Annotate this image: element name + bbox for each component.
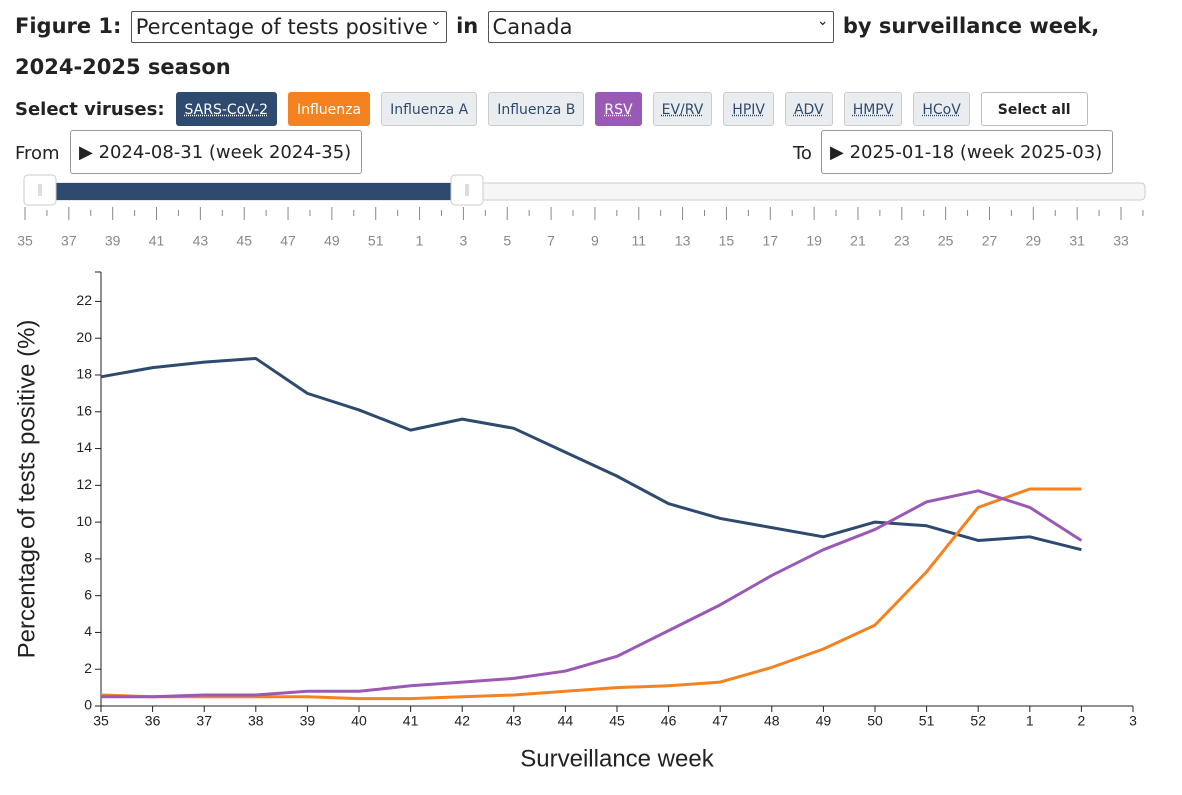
series-line [100, 487, 1082, 701]
slider-label: 7 [547, 233, 555, 249]
slider-label: 1 [416, 233, 424, 249]
y-tick-label: 4 [84, 623, 92, 639]
virus-button[interactable]: RSV [595, 92, 642, 126]
slider-handle[interactable] [23, 174, 57, 206]
y-tick-label: 0 [84, 697, 92, 713]
slider-label: 45 [236, 233, 252, 249]
slider-label: 51 [368, 233, 384, 249]
x-tick-label: 47 [712, 713, 728, 729]
slider-label: 35 [17, 233, 33, 249]
y-axis-label: Percentage of tests positive (%) [13, 320, 40, 659]
slider-label: 17 [762, 233, 778, 249]
x-tick-label: 40 [351, 713, 367, 729]
slider-label: 37 [61, 233, 77, 249]
series-line [101, 489, 1083, 699]
from-date[interactable]: ▶ 2024-08-31 (week 2024-35) [70, 130, 362, 174]
slider-label: 21 [850, 233, 866, 249]
slider-label: 27 [982, 233, 998, 249]
x-tick-label: 39 [300, 713, 316, 729]
to-label: To [793, 143, 812, 164]
virus-button[interactable]: ADV [784, 92, 833, 126]
figure-header: Figure 1: Percentage of tests positive i… [15, 6, 1125, 88]
y-tick-label: 18 [76, 366, 92, 382]
virus-button[interactable]: Influenza A [381, 92, 478, 126]
slider-label: 31 [1069, 233, 1085, 249]
y-tick-label: 12 [76, 476, 92, 492]
x-tick-label: 46 [661, 713, 677, 729]
x-tick-label: 50 [867, 713, 883, 729]
slider-label: 43 [193, 233, 209, 249]
y-tick-label: 6 [84, 586, 92, 602]
x-tick-label: 36 [145, 713, 161, 729]
title-rest: by surveillance week, 2024-2025 season [15, 14, 1100, 79]
x-axis-label: Surveillance week [520, 745, 714, 772]
select-label: Select viruses: [15, 98, 165, 120]
slider-label: 29 [1026, 233, 1042, 249]
y-tick-label: 22 [76, 292, 92, 308]
virus-button[interactable]: EV/RV [652, 92, 713, 126]
slider-handle[interactable] [450, 174, 484, 206]
slider-label: 19 [806, 233, 822, 249]
x-tick-label: 52 [970, 713, 986, 729]
y-tick-label: 20 [76, 329, 92, 345]
from-label: From [15, 143, 60, 164]
virus-button[interactable]: Influenza [287, 92, 371, 126]
slider-label: 9 [591, 233, 599, 249]
slider-range [40, 183, 467, 200]
virus-button[interactable]: Influenza B [488, 92, 585, 126]
x-tick-label: 45 [609, 713, 625, 729]
y-tick-label: 16 [76, 402, 92, 418]
select-all-button[interactable]: Select all [980, 92, 1088, 126]
x-tick-label: 35 [93, 713, 109, 729]
x-tick-label: 3 [1129, 713, 1137, 729]
virus-button[interactable]: HMPV [843, 92, 903, 126]
to-date[interactable]: ▶ 2025-01-18 (week 2025-03) [821, 130, 1113, 174]
slider-label: 41 [149, 233, 165, 249]
slider-label: 13 [675, 233, 691, 249]
x-tick-label: 44 [558, 713, 574, 729]
y-tick-label: 2 [84, 660, 92, 676]
y-tick-label: 10 [76, 513, 92, 529]
y-tick-label: 14 [76, 439, 92, 455]
y-tick-label: 8 [84, 550, 92, 566]
slider-label: 11 [631, 233, 646, 249]
virus-selector: Select viruses: SARS-CoV-2 Influenza Inf… [15, 92, 1088, 126]
slider-label: 47 [280, 233, 296, 249]
x-tick-label: 37 [196, 713, 212, 729]
from-value: 2024-08-31 (week 2024-35) [98, 142, 352, 163]
slider-label: 25 [938, 233, 954, 249]
virus-button[interactable]: HPIV [723, 92, 774, 126]
x-tick-label: 49 [816, 713, 832, 729]
x-tick-label: 38 [248, 713, 264, 729]
slider-label: 5 [503, 233, 511, 249]
figure-label: Figure 1: [15, 14, 122, 38]
slider-label: 33 [1113, 233, 1129, 249]
region-select[interactable]: Canada [487, 6, 834, 43]
slider-label: 49 [324, 233, 340, 249]
virus-button[interactable]: HCoV [913, 92, 970, 126]
x-tick-label: 48 [764, 713, 780, 729]
series-line [100, 356, 1082, 552]
x-tick-label: 42 [454, 713, 470, 729]
x-tick-label: 43 [506, 713, 522, 729]
to-value: 2025-01-18 (week 2025-03) [849, 142, 1103, 163]
slider-label: 3 [460, 233, 468, 249]
slider-label: 15 [719, 233, 735, 249]
x-tick-label: 2 [1078, 713, 1086, 729]
x-tick-label: 41 [403, 713, 419, 729]
slider-label: 23 [894, 233, 910, 249]
x-tick-label: 51 [919, 713, 935, 729]
virus-button[interactable]: SARS-CoV-2 [175, 92, 277, 126]
slider-label: 39 [105, 233, 121, 249]
measure-select[interactable]: Percentage of tests positive [130, 6, 447, 43]
in-label: in [456, 14, 479, 38]
x-tick-label: 1 [1026, 713, 1034, 729]
